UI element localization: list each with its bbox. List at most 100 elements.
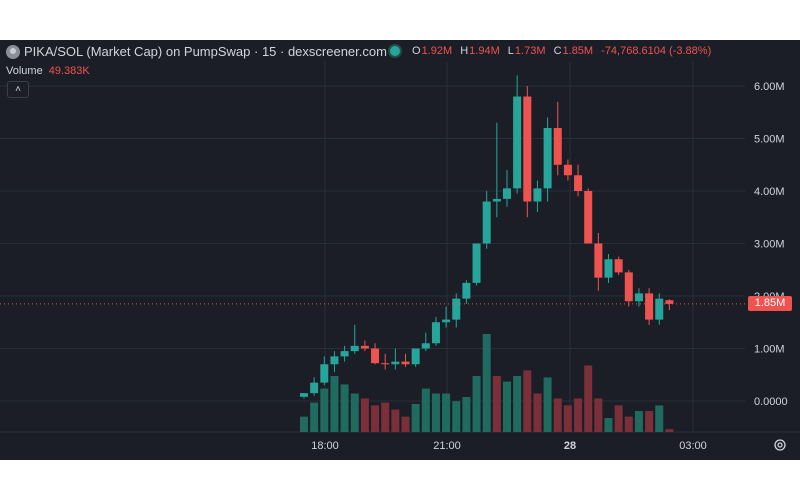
candle-body — [614, 259, 623, 273]
chart-settings-button[interactable] — [773, 438, 787, 452]
token-logo-icon — [6, 44, 20, 59]
volume-bar — [381, 402, 390, 432]
candle-body — [624, 272, 633, 302]
volume-bar — [350, 393, 359, 432]
volume-bar — [442, 393, 451, 432]
chart-header: PIKA/SOL (Market Cap) on PumpSwap · 15 ·… — [0, 40, 800, 62]
volume-bar — [553, 398, 562, 432]
close-label: C — [553, 45, 562, 57]
volume-bar — [360, 398, 369, 432]
volume-bar — [371, 405, 380, 432]
volume-bar — [624, 416, 633, 432]
chart-widget[interactable]: 6.00M5.00M4.00M3.00M2.00M1.00M0.000018:0… — [0, 40, 800, 460]
candle-body — [513, 96, 522, 189]
y-axis-tick-label: 5.00M — [754, 134, 785, 146]
volume-label: Volume — [6, 65, 43, 77]
candle-body — [563, 164, 572, 176]
candle-body — [330, 356, 339, 365]
collapse-legend-button[interactable]: ˄ — [7, 81, 29, 98]
x-axis-tick-label: 03:00 — [679, 440, 707, 452]
volume-bar — [320, 388, 329, 432]
candle-body — [310, 382, 319, 394]
title-row: PIKA/SOL (Market Cap) on PumpSwap · 15 ·… — [6, 44, 387, 59]
y-axis-tick-label: 4.00M — [754, 186, 785, 198]
volume-bar — [533, 393, 542, 432]
candle-body — [645, 293, 654, 320]
x-axis-tick-label: 28 — [564, 440, 576, 452]
open-value: 1.92M — [421, 45, 453, 57]
candle-body — [391, 361, 400, 365]
volume-bar — [614, 405, 623, 432]
candle-body — [350, 345, 359, 352]
volume-bar — [523, 370, 532, 432]
candle-body — [492, 198, 501, 202]
candle-body — [634, 293, 643, 302]
candle-body — [401, 361, 410, 365]
candle-body — [503, 188, 511, 199]
y-axis-tick-label: 6.00M — [754, 81, 785, 93]
candle-body — [320, 364, 329, 383]
x-axis-tick-label: 18:00 — [311, 440, 339, 452]
candle-body — [482, 201, 491, 244]
volume-bar — [604, 418, 613, 432]
open-label: O — [412, 45, 421, 57]
volume-bar — [655, 405, 664, 432]
candle-body — [360, 345, 369, 349]
volume-bar — [634, 411, 643, 432]
chart-title: PIKA/SOL (Market Cap) on PumpSwap · 15 ·… — [24, 44, 387, 59]
candle-body — [431, 322, 440, 344]
candle-body — [533, 188, 542, 202]
volume-legend: Volume 49.383K — [6, 65, 90, 77]
high-label: H — [460, 45, 469, 57]
candle-body — [553, 128, 562, 165]
volume-bar — [503, 381, 511, 432]
chevron-up-icon: ˄ — [15, 84, 21, 95]
high-value: 1.94M — [469, 45, 500, 57]
volume-bar — [452, 401, 461, 432]
candle-body — [604, 259, 613, 278]
volume-bar — [513, 376, 522, 432]
candle-body — [543, 128, 552, 189]
volume-bar — [340, 384, 349, 432]
volume-bar — [431, 393, 440, 432]
volume-bar — [543, 377, 552, 432]
volume-bar — [492, 376, 501, 432]
volume-bar — [401, 416, 410, 432]
candlestick-chart[interactable]: 6.00M5.00M4.00M3.00M2.00M1.00M0.000018:0… — [0, 40, 800, 460]
y-axis-tick-label: 0.0000 — [754, 396, 788, 408]
candle-body — [462, 282, 471, 299]
volume-bar — [310, 402, 319, 432]
low-label: L — [507, 45, 514, 57]
candle-body — [452, 298, 461, 320]
y-axis-tick-label: 3.00M — [754, 239, 785, 251]
volume-bar — [411, 404, 420, 432]
current-price-badge: 1.85M — [748, 296, 792, 312]
gear-icon — [774, 439, 786, 451]
candle-body — [665, 300, 674, 304]
volume-bar — [330, 376, 339, 432]
candle-body — [584, 191, 593, 244]
candle-body — [421, 343, 430, 349]
candle-body — [472, 243, 481, 283]
volume-bar — [391, 409, 400, 432]
volume-bar — [665, 429, 674, 432]
volume-bar — [482, 334, 491, 432]
volume-bar — [645, 411, 654, 432]
live-status-icon — [390, 46, 400, 56]
volume-bar — [574, 398, 583, 432]
candle-body — [594, 243, 603, 278]
volume-bar — [421, 388, 430, 432]
volume-bar — [462, 397, 471, 432]
candle-body — [523, 96, 532, 202]
volume-bar — [563, 405, 572, 432]
close-value: 1.85M — [562, 45, 594, 57]
candle-body — [411, 348, 420, 365]
x-axis-tick-label: 21:00 — [433, 440, 461, 452]
candle-body — [442, 319, 451, 323]
volume-bar — [584, 365, 593, 432]
y-axis-tick-label: 1.00M — [754, 344, 785, 356]
volume-bar — [472, 376, 481, 432]
volume-bar — [594, 398, 603, 432]
candle-body — [300, 393, 308, 397]
change-value: -74,768.6104 (-3.88%) — [601, 45, 712, 57]
